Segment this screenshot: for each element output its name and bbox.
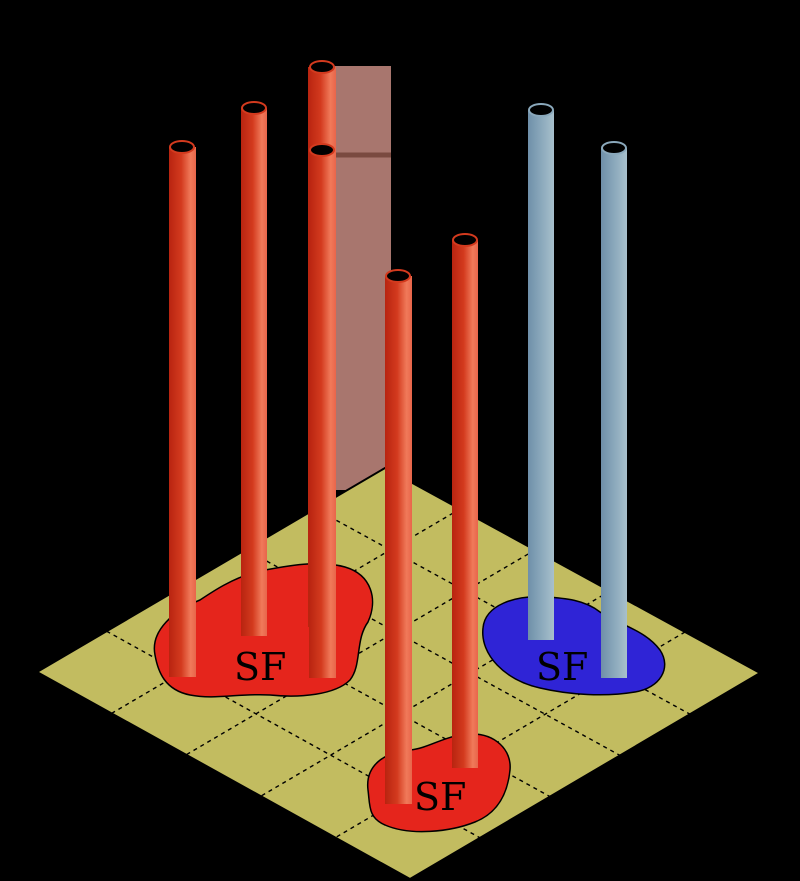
- tube-cap: [169, 140, 195, 154]
- tube-8: [601, 141, 627, 678]
- grid-line: [245, 548, 621, 757]
- tube-3: [169, 140, 196, 677]
- tube-cap: [241, 101, 267, 115]
- back-panel: [333, 66, 391, 490]
- tube-cap: [452, 233, 478, 247]
- tube-7: [528, 103, 554, 640]
- tube-body: [385, 276, 412, 804]
- tube-4: [309, 143, 336, 678]
- tube-cap: [309, 60, 335, 74]
- tube-5: [385, 269, 412, 804]
- tube-cap: [385, 269, 411, 283]
- tube-body: [601, 148, 627, 678]
- tube-2: [241, 101, 267, 636]
- sf-label-right: SF: [536, 645, 588, 689]
- tube-cap: [601, 141, 627, 155]
- sf-label-left: SF: [234, 645, 286, 689]
- tube-body: [169, 147, 196, 677]
- tube-body: [309, 150, 336, 678]
- tube-body: [528, 110, 554, 640]
- tube-cap: [309, 143, 335, 157]
- tube-6: [452, 233, 478, 768]
- sf-label-bottom: SF: [414, 775, 466, 819]
- tube-body: [241, 108, 267, 636]
- tube-cap: [528, 103, 554, 117]
- tube-body: [452, 240, 478, 768]
